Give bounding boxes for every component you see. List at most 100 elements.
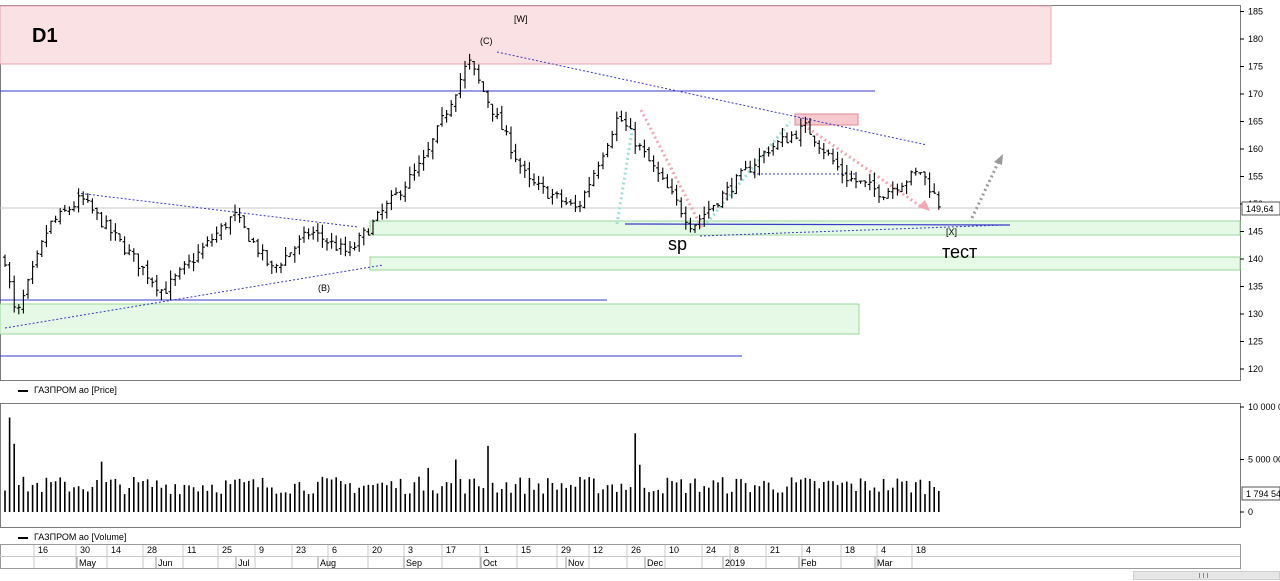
price-bar	[279, 262, 283, 274]
price-bar	[191, 253, 196, 272]
price-bar	[619, 110, 624, 122]
price-bar	[26, 278, 30, 299]
price-bar	[614, 111, 619, 142]
price-bar	[472, 60, 477, 76]
price-bar	[292, 246, 297, 263]
price-bar	[771, 142, 776, 156]
price-bar	[849, 170, 854, 182]
price-legend: ГАЗПРОМ ао [Price]	[18, 385, 117, 395]
price-bar	[145, 260, 150, 285]
annotation-w: [W]	[514, 14, 528, 24]
last-price-box	[1241, 201, 1280, 216]
price-bar	[108, 219, 113, 241]
price-bar	[486, 90, 490, 108]
y-tick-label: 125	[1248, 337, 1263, 347]
price-bar	[76, 188, 81, 213]
price-bar	[536, 175, 541, 191]
x-month-label: Aug	[320, 558, 336, 568]
price-bar	[141, 265, 145, 276]
price-bar	[642, 139, 647, 158]
price-bar	[85, 193, 90, 203]
price-bar	[233, 204, 237, 222]
x-day-label: 12	[593, 545, 603, 555]
price-bar	[509, 126, 513, 160]
price-bar	[936, 191, 941, 210]
price-legend-text: ГАЗПРОМ ао [Price]	[34, 385, 117, 395]
support-zone-green-3	[0, 303, 860, 335]
price-bar	[329, 232, 334, 249]
y-tick-label: 120	[1248, 364, 1263, 374]
hline-146	[624, 223, 1011, 226]
price-bar	[12, 275, 17, 313]
price-bar	[808, 118, 812, 135]
y-tick-label: 165	[1248, 117, 1263, 127]
price-bar	[490, 103, 495, 122]
price-bar	[812, 135, 817, 147]
v-tick-label: 10 000 00	[1248, 402, 1280, 412]
last-volume-box	[1241, 486, 1280, 501]
x-month-label: Jul	[238, 558, 250, 568]
support-zone-green-2	[369, 256, 1241, 271]
x-day-label: 4	[806, 545, 811, 555]
price-bar	[913, 167, 918, 176]
price-bar	[725, 181, 730, 201]
price-bar	[872, 172, 877, 197]
price-bar	[775, 140, 780, 150]
price-bar	[545, 185, 550, 199]
price-bar	[522, 160, 527, 178]
price-bar	[835, 151, 840, 171]
x-axis-months: May Jun Jul Aug Sep Oct Nov Dec 2019 Feb Mar	[76, 557, 893, 568]
price-bar	[739, 168, 743, 181]
arrow-head-grey	[994, 154, 1003, 165]
trendline-4	[699, 224, 1006, 237]
price-bar	[647, 146, 651, 162]
price-bar	[44, 224, 49, 248]
y-tick-label: 185	[1248, 7, 1263, 17]
price-bar	[476, 64, 481, 84]
price-bar	[932, 183, 937, 194]
price-bar	[743, 160, 748, 171]
price-bar	[702, 206, 707, 227]
y-tick-label: 155	[1248, 172, 1263, 182]
horizontal-scrollbar[interactable]	[1133, 571, 1280, 580]
x-day-label: 30	[80, 545, 90, 555]
price-bar	[831, 148, 835, 165]
price-bar	[840, 158, 845, 184]
price-bar	[136, 253, 141, 277]
price-bar	[826, 149, 831, 156]
x-day-label: 18	[845, 545, 855, 555]
price-bar	[890, 181, 895, 200]
price-bar	[173, 273, 178, 286]
price-bar	[527, 162, 532, 188]
price-bar	[389, 190, 394, 211]
price-bar	[449, 100, 454, 117]
price-bar	[854, 172, 858, 189]
price-bar	[610, 130, 615, 149]
price-bar	[789, 131, 794, 144]
price-bar	[564, 197, 569, 206]
price-bar	[104, 215, 109, 230]
x-month-label: 2019	[725, 558, 745, 568]
price-bar	[7, 262, 12, 289]
price-bar	[532, 173, 536, 186]
price-bar	[633, 121, 638, 154]
price-bar	[660, 167, 665, 181]
price-bar	[909, 170, 914, 186]
x-month-label: Nov	[568, 558, 585, 568]
price-bar	[895, 183, 900, 196]
price-bar	[426, 141, 431, 158]
price-bar	[53, 215, 58, 223]
price-bar	[918, 172, 923, 175]
price-bar	[384, 200, 389, 219]
price-bar	[587, 176, 592, 198]
price-bar	[674, 184, 679, 206]
price-bar	[380, 203, 385, 220]
price-bar	[453, 94, 458, 112]
x-month-label: Feb	[801, 558, 817, 568]
price-bar	[62, 204, 67, 212]
scrollbar-thumb[interactable]	[1189, 573, 1223, 578]
price-bar	[269, 260, 274, 274]
price-bar	[417, 155, 421, 177]
price-bar	[196, 244, 201, 263]
